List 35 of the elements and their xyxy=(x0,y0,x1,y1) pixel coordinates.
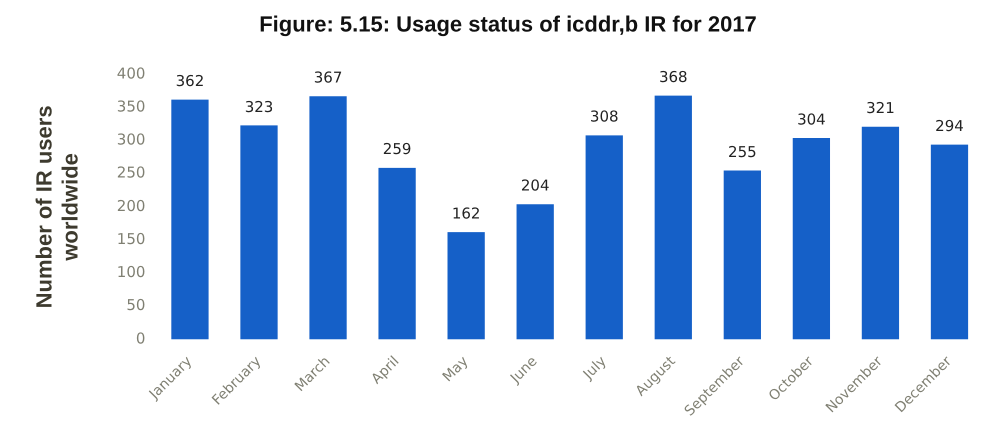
bar xyxy=(862,126,900,340)
y-tick-label: 200 xyxy=(116,196,146,215)
data-label: 255 xyxy=(728,142,757,161)
bar xyxy=(516,204,554,340)
bar xyxy=(309,96,347,340)
data-label: 259 xyxy=(382,140,412,158)
data-label: 362 xyxy=(176,72,204,90)
y-tick-label: 350 xyxy=(116,97,146,116)
bar xyxy=(586,135,623,340)
bar xyxy=(930,144,968,340)
y-tick-label: 300 xyxy=(116,130,146,149)
data-label: 294 xyxy=(935,117,964,136)
bar xyxy=(724,170,761,340)
data-label: 204 xyxy=(520,176,550,195)
bar xyxy=(654,96,692,340)
data-label: 308 xyxy=(590,108,619,126)
data-label: 367 xyxy=(314,68,342,87)
y-axis-title: Number of IR users worldwide xyxy=(31,105,83,308)
data-label: 368 xyxy=(658,68,688,86)
y-tick-label: 150 xyxy=(116,230,146,248)
y-tick-label: 0 xyxy=(136,329,146,348)
bar xyxy=(240,125,278,340)
y-tick-label: 100 xyxy=(116,263,146,282)
data-label: 323 xyxy=(244,98,274,116)
bar xyxy=(378,168,416,340)
y-tick-label: 250 xyxy=(116,164,146,182)
bar xyxy=(448,232,485,340)
data-label: 162 xyxy=(452,204,480,222)
data-label: 321 xyxy=(866,99,895,118)
y-tick-label: 50 xyxy=(126,296,146,314)
bar xyxy=(171,100,209,340)
data-label: 304 xyxy=(797,110,826,128)
bar xyxy=(792,138,830,340)
chart-title: Figure: 5.15: Usage status of icddr,b IR for 2017 xyxy=(259,11,757,36)
y-tick-label: 400 xyxy=(116,64,146,82)
